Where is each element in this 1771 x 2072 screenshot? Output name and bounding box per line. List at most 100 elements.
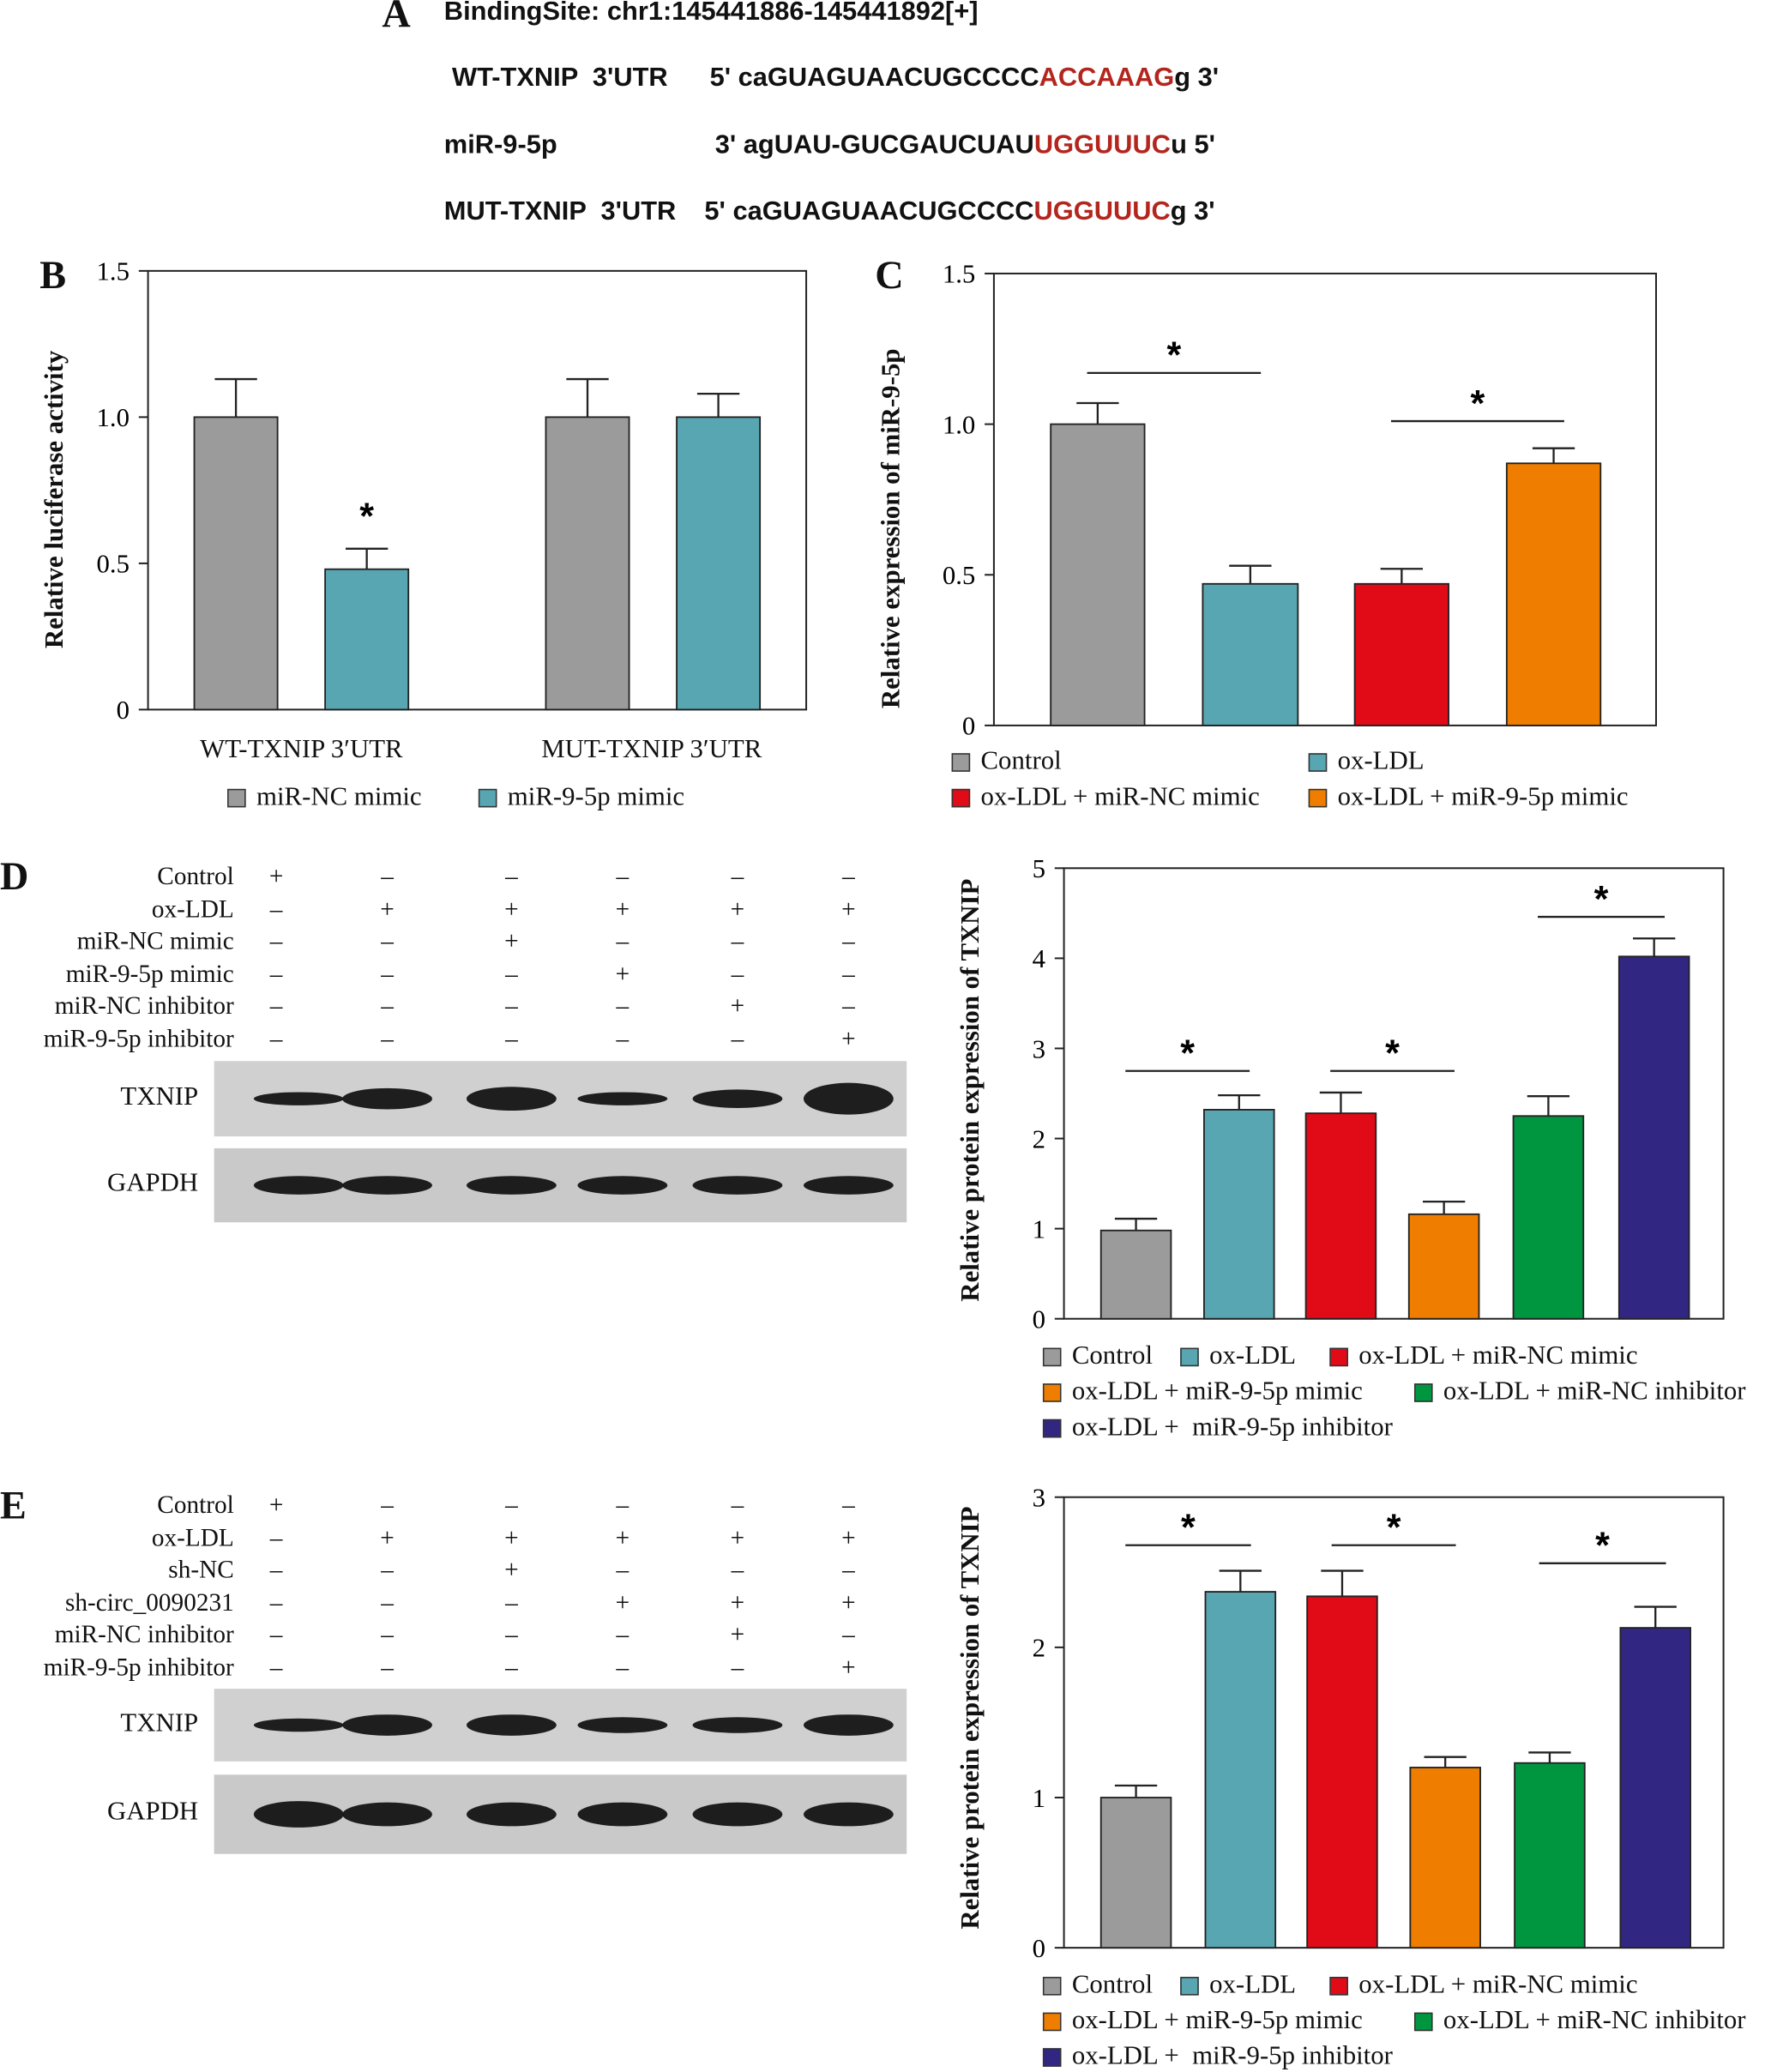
txnip-blot-label: TXNIP xyxy=(120,1708,199,1738)
legend-swatch xyxy=(1042,1346,1062,1366)
gapdh-blot-label: GAPDH xyxy=(106,1168,199,1197)
legend-item: ox-LDL + miR-NC mimic xyxy=(951,782,1260,812)
txnip-band xyxy=(253,1092,344,1105)
treatment-sign: + xyxy=(615,960,630,989)
treatment-label: miR-9-5p mimic xyxy=(65,960,234,989)
bar xyxy=(1512,1115,1585,1320)
txnip-band xyxy=(342,1087,432,1110)
legend-label: Control xyxy=(1071,1340,1154,1370)
legend-item: ox-LDL + miR-9-5p inhibitor xyxy=(1042,1412,1393,1443)
plot-frame xyxy=(1063,1496,1725,1949)
treatment-sign: – xyxy=(616,863,629,891)
bar xyxy=(1204,1591,1277,1949)
treatment-sign: – xyxy=(381,927,394,956)
significance-star: * xyxy=(1181,1508,1196,1549)
treatment-sign: – xyxy=(269,1622,283,1650)
treatment-sign: + xyxy=(841,1524,856,1552)
y-tick-label: 0.5 xyxy=(97,550,130,579)
legend-label: ox-LDL + miR-NC inhibitor xyxy=(1443,1376,1746,1406)
legend-label: ox-LDL + miR-9-5p mimic xyxy=(1071,1376,1363,1406)
y-tick-label: 0 xyxy=(1033,1305,1045,1334)
significance-star: * xyxy=(1471,383,1485,425)
chart-d: 0 1 2 3 4 5 * * * xyxy=(1033,854,1725,1334)
bar xyxy=(1619,1627,1691,1949)
bar xyxy=(1514,1762,1586,1949)
significance-star: * xyxy=(1180,1033,1195,1075)
treatment-label: Control xyxy=(157,863,234,891)
significance-star: * xyxy=(1385,1033,1400,1075)
txnip-blot-label: TXNIP xyxy=(120,1081,199,1111)
y-tick-label: 0.5 xyxy=(943,561,976,590)
chart-b: 0 0.5 1.0 1.5 * xyxy=(97,257,808,725)
bar xyxy=(1353,582,1449,726)
legend-swatch xyxy=(1329,1976,1348,1995)
gapdh-band xyxy=(692,1802,783,1827)
treatment-sign: – xyxy=(269,1654,283,1683)
treatment-sign: – xyxy=(731,927,744,956)
bar xyxy=(324,568,410,711)
gapdh-band xyxy=(253,1801,344,1828)
treatment-sign: – xyxy=(842,863,855,891)
legend-swatch xyxy=(1413,2011,1433,2031)
bar xyxy=(1407,1213,1480,1320)
category-label: MUT-TXNIP 3′UTR xyxy=(541,734,762,764)
treatment-sign: – xyxy=(505,992,518,1021)
treatment-sign: + xyxy=(730,1622,745,1650)
treatment-sign: – xyxy=(505,1025,518,1054)
bar xyxy=(1203,1109,1275,1320)
gapdh-band xyxy=(342,1802,432,1827)
chart-c: 0 0.5 1.0 1.5 * * xyxy=(943,260,1658,741)
y-axis-label: Relative protein expression of TXNIP xyxy=(955,878,985,1302)
treatment-sign: – xyxy=(381,992,394,1021)
txnip-band xyxy=(692,1089,783,1108)
txnip-band xyxy=(253,1718,344,1732)
treatment-label: sh-circ_0090231 xyxy=(64,1589,234,1617)
treatment-sign: + xyxy=(615,1589,630,1617)
treatment-sign: – xyxy=(269,1557,283,1585)
treatment-sign: – xyxy=(616,1025,629,1054)
treatment-sign: – xyxy=(269,992,283,1021)
legend-label: ox-LDL + miR-9-5p mimic xyxy=(1071,2005,1363,2035)
legend-item: Control xyxy=(951,746,1062,777)
plot-frame xyxy=(1063,867,1725,1320)
bar xyxy=(1202,582,1299,726)
legend-swatch xyxy=(1308,788,1328,807)
legend-swatch xyxy=(1180,1346,1199,1366)
legend-swatch xyxy=(478,788,497,807)
txnip-band xyxy=(342,1714,432,1736)
treatment-sign: – xyxy=(842,992,855,1021)
y-axis-label: Relative protein expression of TXNIP xyxy=(955,1506,985,1930)
treatment-sign: – xyxy=(842,1557,855,1585)
y-tick-label: 1 xyxy=(1033,1214,1045,1244)
legend-label: ox-LDL + miR-NC mimic xyxy=(980,782,1260,812)
gapdh-band xyxy=(467,1802,557,1827)
chart-e: 0 1 2 3 * * * xyxy=(1033,1484,1725,1963)
western-blot-e xyxy=(214,1689,907,1854)
y-tick-label: 1.5 xyxy=(943,260,976,289)
legend-swatch xyxy=(951,788,971,807)
bar xyxy=(1617,955,1690,1320)
y-tick-label: 0 xyxy=(962,712,975,741)
legend-label: Control xyxy=(980,746,1062,776)
bar xyxy=(193,416,279,711)
panel-e-label: E xyxy=(0,1484,27,1528)
treatment-label: miR-NC inhibitor xyxy=(54,992,234,1021)
significance-star: * xyxy=(1387,1508,1401,1549)
legend-item: ox-LDL + miR-9-5p inhibitor xyxy=(1042,2042,1393,2072)
mut-sequence: 5' caGUAGUAACUGCCCCUGGUUUCg 3' xyxy=(704,196,1215,226)
legend-label: Control xyxy=(1071,1970,1154,2000)
legend-label: miR-9-5p mimic xyxy=(507,782,685,812)
treatment-sign: – xyxy=(381,1622,394,1650)
legend-label: ox-LDL xyxy=(1209,1970,1297,2000)
treatment-sign: – xyxy=(731,1654,744,1683)
legend-label: miR-NC mimic xyxy=(256,782,422,812)
treatment-sign: + xyxy=(504,895,519,924)
binding-site: BindingSite: chr1:145441886-145441892[+] xyxy=(443,0,979,27)
y-tick-label: 2 xyxy=(1033,1634,1045,1663)
treatment-sign: – xyxy=(269,960,283,989)
gapdh-band xyxy=(467,1176,557,1195)
plot-frame xyxy=(992,272,1658,726)
plot-frame xyxy=(147,269,808,711)
legend-swatch xyxy=(1042,2047,1062,2067)
panel-a-label: A xyxy=(382,0,411,36)
